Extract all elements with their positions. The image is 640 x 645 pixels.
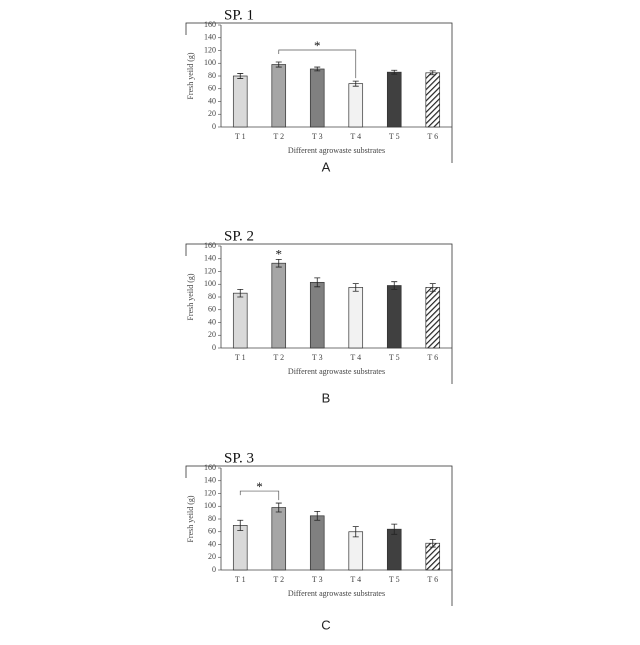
y-tick-label: 40	[208, 317, 216, 326]
bar	[310, 282, 324, 348]
y-tick-label: 160	[204, 20, 216, 29]
x-tick-label: T 5	[389, 353, 400, 362]
chart-bg-cover	[185, 163, 453, 171]
y-axis-label: Fresh yeild (g)	[186, 52, 195, 99]
bar	[310, 516, 324, 570]
x-tick-label: T 1	[235, 353, 246, 362]
panel-letter: B	[322, 390, 331, 405]
y-tick-label: 120	[204, 45, 216, 54]
x-tick-label: T 5	[389, 132, 400, 141]
y-tick-label: 40	[208, 539, 216, 548]
bar	[387, 72, 401, 127]
y-tick-label: 100	[204, 279, 216, 288]
y-tick-label: 0	[212, 122, 216, 131]
y-tick-label: 80	[208, 514, 216, 523]
y-tick-label: 60	[208, 84, 216, 93]
x-tick-label: T 6	[427, 353, 438, 362]
y-tick-label: 120	[204, 266, 216, 275]
x-tick-label: T 5	[389, 575, 400, 584]
x-tick-label: T 4	[350, 575, 361, 584]
x-tick-label: T 2	[273, 132, 284, 141]
bar	[349, 532, 363, 570]
bar	[233, 76, 247, 127]
bar	[310, 69, 324, 127]
y-axis-label: Fresh yeild (g)	[186, 273, 195, 320]
x-tick-label: T 2	[273, 353, 284, 362]
chart-title: SP. 2	[224, 228, 254, 244]
significance-mark: *	[314, 38, 321, 53]
y-tick-label: 160	[204, 241, 216, 250]
y-tick-label: 60	[208, 305, 216, 314]
y-tick-label: 20	[208, 109, 216, 118]
y-tick-label: 20	[208, 552, 216, 561]
y-tick-label: 40	[208, 96, 216, 105]
bar	[233, 525, 247, 570]
chart-bg-cover	[185, 384, 453, 392]
bar	[272, 65, 286, 127]
x-axis-label: Different agrowaste substrates	[288, 146, 385, 155]
x-tick-label: T 6	[427, 132, 438, 141]
figure: SP. 1 0 20 40 60 80 100 120 140 160 Fresh yeild (g…	[0, 0, 640, 640]
panel-letter: A	[322, 159, 331, 174]
y-tick-label: 140	[204, 254, 216, 263]
y-tick-label: 80	[208, 292, 216, 301]
panel-letter: C	[321, 617, 330, 632]
bar	[349, 287, 363, 348]
bar	[387, 286, 401, 348]
significance-mark: *	[276, 246, 283, 261]
x-tick-label: T 3	[312, 575, 323, 584]
bar	[426, 287, 440, 348]
x-axis-label: Different agrowaste substrates	[288, 589, 385, 598]
y-tick-label: 0	[212, 565, 216, 574]
x-tick-label: T 1	[235, 132, 246, 141]
x-axis-label: Different agrowaste substrates	[288, 367, 385, 376]
y-tick-label: 140	[204, 33, 216, 42]
x-tick-label: T 2	[273, 575, 284, 584]
y-tick-label: 80	[208, 71, 216, 80]
significance-mark: *	[256, 479, 263, 494]
x-tick-label: T 1	[235, 575, 246, 584]
bar	[349, 84, 363, 127]
y-tick-label: 60	[208, 527, 216, 536]
y-tick-label: 140	[204, 476, 216, 485]
bar	[272, 508, 286, 570]
chart-bg-cover	[185, 606, 453, 614]
y-tick-label: 0	[212, 343, 216, 352]
y-tick-label: 160	[204, 463, 216, 472]
y-tick-label: 20	[208, 330, 216, 339]
x-tick-label: T 3	[312, 353, 323, 362]
chart-title: SP. 3	[224, 450, 254, 466]
bar	[426, 73, 440, 127]
chart-title: SP. 1	[224, 7, 254, 23]
x-tick-label: T 6	[427, 575, 438, 584]
bar	[233, 293, 247, 348]
x-tick-label: T 4	[350, 353, 361, 362]
bar	[272, 263, 286, 348]
x-tick-label: T 4	[350, 132, 361, 141]
y-axis-label: Fresh yeild (g)	[186, 495, 195, 542]
bar	[387, 529, 401, 570]
x-tick-label: T 3	[312, 132, 323, 141]
y-tick-label: 100	[204, 501, 216, 510]
y-tick-label: 120	[204, 488, 216, 497]
y-tick-label: 100	[204, 58, 216, 67]
